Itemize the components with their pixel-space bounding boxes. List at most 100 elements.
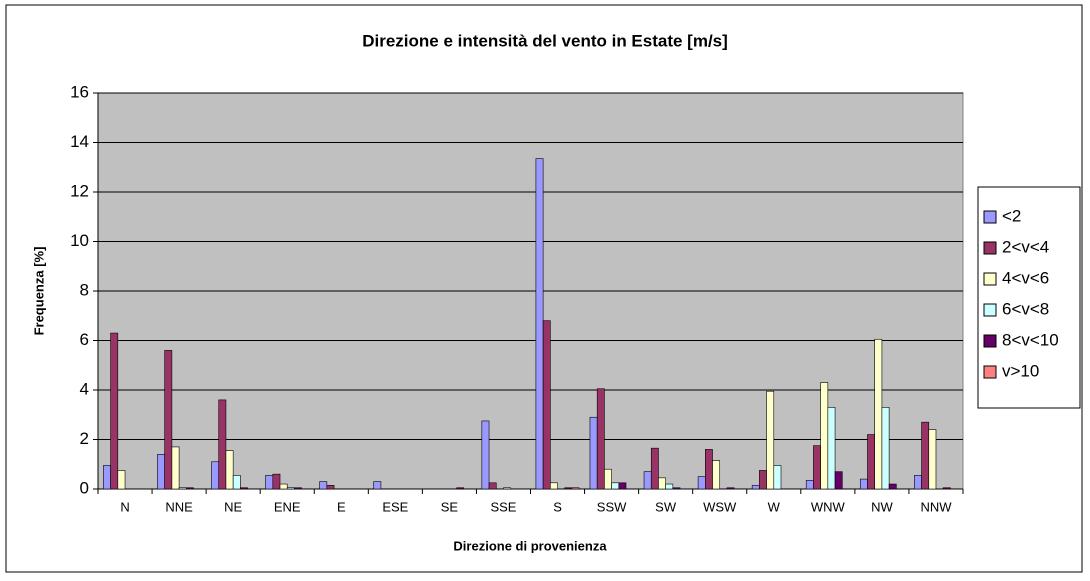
x-tick-label: NNE bbox=[165, 499, 193, 514]
bar bbox=[286, 487, 295, 490]
x-axis-title: Direzione di provenienza bbox=[453, 538, 607, 553]
bar bbox=[618, 482, 627, 490]
bar bbox=[813, 445, 821, 490]
chart-title: Direzione e intensità del vento in Estat… bbox=[362, 31, 728, 50]
bar bbox=[103, 465, 111, 490]
bar bbox=[535, 158, 544, 490]
legend-swatch bbox=[983, 210, 997, 224]
legend-swatch bbox=[983, 303, 997, 317]
x-tick-label: E bbox=[337, 499, 346, 514]
bar bbox=[859, 478, 868, 490]
bar bbox=[272, 473, 281, 490]
x-tick-label: W bbox=[768, 499, 781, 514]
x-tick-label: ESE bbox=[382, 499, 408, 514]
legend-label: v>10 bbox=[1002, 361, 1039, 380]
bar bbox=[171, 446, 180, 490]
x-tick-label: N bbox=[120, 499, 129, 514]
bar bbox=[550, 482, 558, 490]
legend-swatch bbox=[983, 334, 997, 348]
bar bbox=[117, 470, 126, 490]
bar bbox=[110, 332, 119, 490]
bar bbox=[665, 483, 674, 490]
bar bbox=[186, 487, 194, 490]
bar bbox=[672, 487, 681, 490]
legend-label: 2<v<4 bbox=[1002, 237, 1049, 256]
bar bbox=[604, 468, 612, 490]
bar bbox=[834, 471, 843, 490]
bar bbox=[712, 460, 721, 490]
y-tick-label: 4 bbox=[80, 379, 89, 398]
bar bbox=[481, 420, 490, 490]
bar bbox=[751, 484, 760, 490]
bar bbox=[611, 482, 620, 490]
legend-label: <2 bbox=[1002, 206, 1021, 225]
bar bbox=[157, 454, 165, 490]
bar bbox=[596, 388, 605, 490]
legend-label: 8<v<10 bbox=[1002, 330, 1059, 349]
bar bbox=[773, 465, 782, 490]
bar bbox=[888, 483, 897, 490]
legend-label: 6<v<8 bbox=[1002, 299, 1049, 318]
bar bbox=[881, 407, 890, 490]
bar bbox=[373, 481, 382, 490]
legend-swatch bbox=[983, 241, 997, 255]
bar bbox=[326, 484, 335, 490]
bar bbox=[294, 487, 302, 490]
bar bbox=[820, 382, 829, 490]
legend-swatch bbox=[983, 272, 997, 286]
y-tick-label: 12 bbox=[70, 181, 89, 200]
bar bbox=[225, 450, 234, 490]
y-tick-label: 0 bbox=[80, 478, 89, 497]
bar bbox=[921, 421, 930, 490]
bar bbox=[805, 480, 814, 490]
x-tick-label: NNW bbox=[920, 499, 952, 514]
bar bbox=[726, 487, 735, 490]
y-tick-label: 6 bbox=[80, 330, 89, 349]
bar bbox=[178, 487, 187, 490]
bar bbox=[705, 449, 713, 490]
bar bbox=[827, 407, 836, 490]
y-tick-label: 16 bbox=[70, 82, 89, 101]
bar bbox=[874, 338, 883, 490]
bar bbox=[488, 482, 497, 490]
bar bbox=[240, 487, 248, 490]
y-tick-label: 8 bbox=[80, 280, 89, 299]
y-axis-title: Frequenza [%] bbox=[31, 247, 46, 336]
bar bbox=[218, 399, 227, 490]
x-tick-label: NE bbox=[224, 499, 242, 514]
x-tick-label: SSW bbox=[597, 499, 627, 514]
bar bbox=[643, 471, 652, 490]
bar bbox=[759, 470, 767, 490]
bar bbox=[319, 481, 328, 490]
y-tick-label: 2 bbox=[80, 429, 89, 448]
bar bbox=[942, 487, 951, 490]
x-tick-label: SE bbox=[441, 499, 459, 514]
legend-swatch bbox=[983, 365, 997, 379]
bar bbox=[658, 477, 666, 490]
bar bbox=[279, 483, 288, 490]
bar bbox=[564, 487, 573, 490]
x-tick-label: NW bbox=[871, 499, 893, 514]
x-tick-label: S bbox=[553, 499, 562, 514]
bar bbox=[542, 320, 551, 490]
bar bbox=[164, 350, 173, 490]
bar bbox=[589, 416, 598, 490]
bar bbox=[503, 487, 511, 490]
x-tick-label: SSE bbox=[490, 499, 516, 514]
bar bbox=[456, 487, 465, 490]
bar bbox=[697, 476, 706, 490]
bar bbox=[766, 390, 775, 490]
x-tick-label: WNW bbox=[811, 499, 846, 514]
bar bbox=[571, 487, 580, 490]
bar bbox=[650, 447, 659, 490]
legend-label: 4<v<6 bbox=[1002, 268, 1049, 287]
bar bbox=[914, 475, 922, 490]
bar bbox=[211, 461, 220, 490]
x-tick-label: ENE bbox=[274, 499, 301, 514]
bar bbox=[265, 475, 274, 490]
bar bbox=[867, 434, 875, 490]
x-tick-label: WSW bbox=[703, 499, 737, 514]
y-tick-label: 14 bbox=[70, 132, 89, 151]
bar bbox=[928, 429, 937, 490]
